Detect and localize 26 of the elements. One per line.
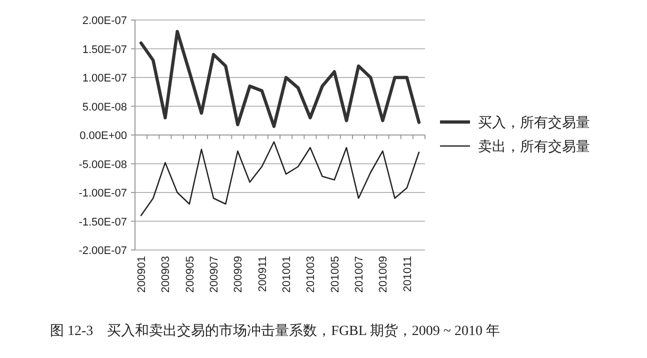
- y-tick-label: 1.50E-07: [82, 44, 127, 56]
- x-tick-label: 201007: [354, 256, 366, 293]
- line-series: [140, 141, 420, 216]
- legend-label: 买入，所有交易量: [478, 114, 590, 130]
- y-tick-label: 5.00E-08: [82, 101, 127, 114]
- y-tick-label: 0.00E+00: [80, 130, 127, 142]
- x-tick-label: 201005: [329, 256, 342, 293]
- y-tick-label: -1.00E-07: [78, 188, 127, 200]
- caption: 图 12-3 买入和卖出交易的市场冲击量系数，FGBL 期货，2009 ~ 2010 年: [50, 323, 500, 339]
- y-tick-label: 2.00E-07: [82, 15, 127, 27]
- y-tick-label: -5.00E-08: [78, 158, 127, 171]
- x-tick-label: 200901: [136, 256, 148, 293]
- x-tick-label: 201011: [402, 256, 414, 292]
- x-tick-label: 201009: [378, 256, 390, 293]
- x-tick-label: 200907: [208, 256, 221, 293]
- y-tick-label: 1.00E-07: [82, 72, 127, 84]
- x-tick-label: 200905: [184, 256, 196, 293]
- y-tick-label: -2.00E-07: [78, 245, 127, 257]
- x-tick-label: 201003: [305, 256, 318, 293]
- x-tick-label: 201001: [281, 256, 294, 293]
- x-tick-label: 200903: [160, 256, 172, 293]
- x-tick-label: 200909: [232, 256, 245, 293]
- legend-label: 卖出，所有交易量: [478, 138, 590, 154]
- x-tick-label: 200911: [256, 256, 269, 292]
- y-tick-label: -1.50E-07: [78, 216, 127, 228]
- line-series: [139, 30, 421, 128]
